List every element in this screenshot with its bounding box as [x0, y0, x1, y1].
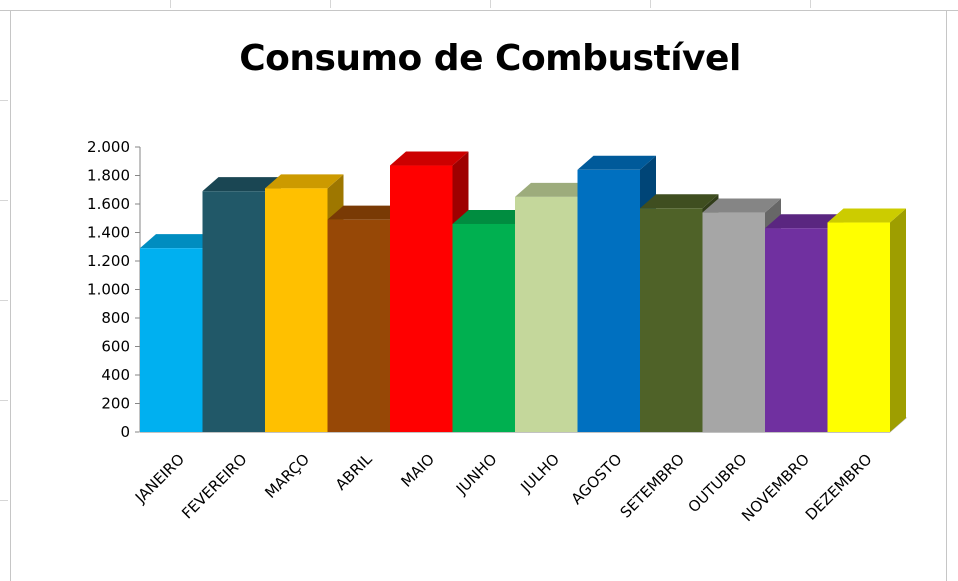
- x-tick-label: OUTUBRO: [684, 450, 750, 516]
- bar-front: [327, 219, 390, 432]
- y-tick-label: 800: [101, 309, 130, 327]
- bar-front: [452, 223, 515, 432]
- bar-top: [265, 174, 344, 189]
- ruler-tick: [170, 0, 171, 8]
- y-tick-label: 1.800: [87, 167, 130, 185]
- bar-top: [702, 198, 781, 213]
- x-tick-label: JULHO: [517, 450, 564, 497]
- chart-title: Consumo de Combustível: [239, 38, 741, 79]
- bar-front: [390, 165, 453, 432]
- bar: [827, 208, 906, 432]
- ruler-tick: [330, 0, 331, 8]
- ruler-tick: [0, 500, 8, 501]
- ruler-tick: [0, 400, 8, 401]
- x-tick-label: MARÇO: [261, 450, 313, 502]
- bar-top: [202, 177, 281, 192]
- x-tick-label: FEVEREIRO: [178, 450, 250, 522]
- ruler-tick: [0, 200, 8, 201]
- bar-top: [577, 155, 656, 170]
- ruler-tick: [0, 300, 8, 301]
- bar-top: [390, 151, 469, 166]
- bar-front: [140, 248, 203, 432]
- chart-border-top: [0, 10, 958, 11]
- bar-top: [327, 205, 406, 220]
- bar-front: [827, 222, 890, 432]
- y-tick-label: 1.200: [87, 252, 130, 270]
- bar-front: [765, 228, 828, 432]
- y-tick-label: 2.000: [87, 138, 130, 156]
- y-tick-label: 400: [101, 366, 130, 384]
- y-tick-label: 0: [120, 423, 130, 441]
- bar-top: [827, 208, 906, 223]
- y-tick-label: 200: [101, 395, 130, 413]
- x-tick-label: JUNHO: [452, 450, 501, 499]
- x-tick-label: NOVEMBRO: [738, 450, 813, 525]
- y-tick-label: 1.400: [87, 224, 130, 242]
- x-tick-label: JANEIRO: [131, 450, 188, 507]
- x-tick-label: DEZEMBRO: [802, 450, 876, 524]
- bar-top: [140, 234, 219, 249]
- ruler-tick: [490, 0, 491, 8]
- bar-front: [702, 212, 765, 432]
- bar-top: [515, 182, 594, 197]
- bar-front: [202, 191, 265, 432]
- bar-side: [890, 208, 906, 432]
- bar-front: [515, 196, 578, 432]
- ruler-tick: [650, 0, 651, 8]
- bar-front: [577, 169, 640, 433]
- bar-front: [265, 188, 328, 432]
- x-tick-label: MAIO: [397, 450, 438, 491]
- x-tick-label: ABRIL: [332, 450, 376, 494]
- ruler-tick: [810, 0, 811, 8]
- bars-layer: [140, 151, 906, 433]
- y-tick-label: 1.600: [87, 195, 130, 213]
- bar-top: [765, 214, 844, 229]
- y-tick-label: 1.000: [87, 281, 130, 299]
- bar-top: [640, 194, 719, 209]
- chart-border-left: [10, 10, 11, 581]
- ruler-tick: [0, 100, 8, 101]
- chart-border-right: [946, 10, 947, 581]
- y-tick-label: 600: [101, 338, 130, 356]
- x-tick-label: AGOSTO: [568, 450, 626, 508]
- bar-top: [452, 209, 531, 224]
- x-tick-label: SETEMBRO: [617, 450, 688, 521]
- bar-front: [640, 208, 703, 432]
